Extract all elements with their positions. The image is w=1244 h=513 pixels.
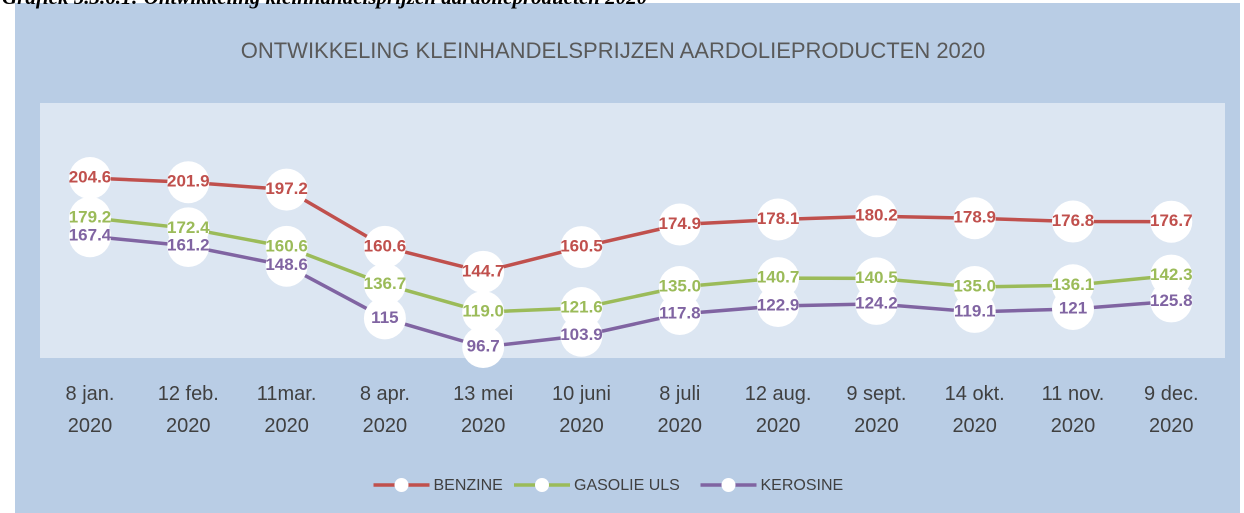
marker (167, 224, 210, 267)
data-label: 119.1 (954, 301, 996, 320)
marker (658, 292, 701, 335)
marker (69, 215, 111, 258)
marker (953, 290, 996, 333)
marker (855, 282, 898, 325)
data-label: 178.1 (757, 209, 800, 228)
data-label: 103.9 (560, 325, 603, 344)
data-label: 167.4 (69, 226, 112, 245)
legend-marker (721, 478, 736, 492)
marker (363, 297, 406, 340)
data-label: 136.7 (364, 274, 407, 293)
marker (1052, 287, 1094, 330)
x-tick-label: 9 sept. 2020 (846, 383, 906, 437)
marker (462, 250, 505, 293)
marker (560, 226, 603, 269)
caption: Grafiek 5.3.6.1: Ontwikkeling kleinhande… (2, 0, 648, 9)
plot-area (40, 103, 1225, 358)
data-label: 160.6 (364, 236, 407, 255)
x-tick-label: 10 juni 2020 (552, 383, 611, 437)
data-label: 201.9 (167, 172, 210, 191)
marker (953, 197, 996, 240)
data-label: 161.2 (167, 235, 210, 254)
marker (265, 168, 308, 211)
marker (462, 326, 505, 368)
data-label: 117.8 (659, 303, 701, 322)
data-label: 115 (371, 308, 398, 327)
x-tick-label: 12 aug. 2020 (745, 383, 812, 437)
data-label: 142.3 (1150, 265, 1193, 284)
x-tick-label: 11 nov. 2020 (1042, 383, 1105, 437)
chart-title: ONTWIKKELING KLEINHANDELSPRIJZEN AARDOLI… (241, 38, 986, 63)
marker (1150, 200, 1193, 243)
data-label: 176.8 (1052, 211, 1095, 230)
x-tick-label: 8 jan. 2020 (66, 383, 115, 437)
data-label: 135.0 (659, 276, 702, 295)
x-tick-label: 8 juli 2020 (658, 383, 703, 437)
data-label: 125.8 (1150, 291, 1193, 310)
data-label: 178.9 (953, 208, 996, 227)
data-label: 96.7 (467, 336, 500, 355)
x-tick-label: 12 feb. 2020 (158, 383, 219, 437)
x-tick-label: 11mar. 2020 (257, 383, 317, 437)
data-label: 144.7 (462, 261, 505, 280)
data-label: 204.6 (69, 167, 112, 186)
legend-label: GASOLIE ULS (574, 477, 680, 494)
marker (1150, 280, 1193, 323)
legend-label: KEROSINE (761, 477, 844, 494)
data-label: 197.2 (265, 179, 308, 198)
marker (265, 244, 308, 287)
data-label: 179.2 (69, 207, 112, 226)
legend-label: BENZINE (434, 477, 503, 494)
data-label: 121 (1059, 298, 1087, 317)
data-label: 136.1 (1052, 275, 1095, 294)
data-label: 122.9 (757, 295, 800, 314)
marker (658, 203, 701, 246)
marker (757, 284, 800, 327)
data-label: 148.6 (265, 255, 308, 274)
x-tick-label: 8 apr. 2020 (360, 383, 410, 437)
x-tick-label: 13 mei 2020 (453, 383, 513, 437)
data-label: 140.7 (757, 268, 800, 287)
x-tick-label: 9 dec. 2020 (1144, 383, 1198, 437)
data-label: 176.7 (1150, 211, 1193, 230)
data-label: 135.0 (953, 276, 996, 295)
marker (69, 157, 111, 199)
data-label: 160.6 (265, 236, 308, 255)
data-label: 174.9 (659, 214, 702, 233)
marker (363, 263, 406, 306)
legend-marker (535, 478, 549, 492)
marker (462, 291, 505, 334)
legend-marker (394, 478, 409, 492)
data-label: 160.5 (560, 237, 603, 256)
x-tick-label: 14 okt. 2020 (945, 383, 1005, 437)
data-label: 180.2 (855, 206, 898, 225)
marker (167, 161, 210, 204)
marker (855, 195, 898, 238)
data-label: 172.4 (167, 218, 210, 237)
data-label: 121.6 (560, 297, 603, 316)
data-label: 119.0 (462, 302, 504, 321)
data-label: 140.5 (855, 268, 898, 287)
data-label: 124.2 (855, 293, 898, 312)
marker (363, 225, 406, 268)
marker (1052, 200, 1094, 243)
marker (560, 314, 603, 357)
marker (757, 198, 800, 241)
